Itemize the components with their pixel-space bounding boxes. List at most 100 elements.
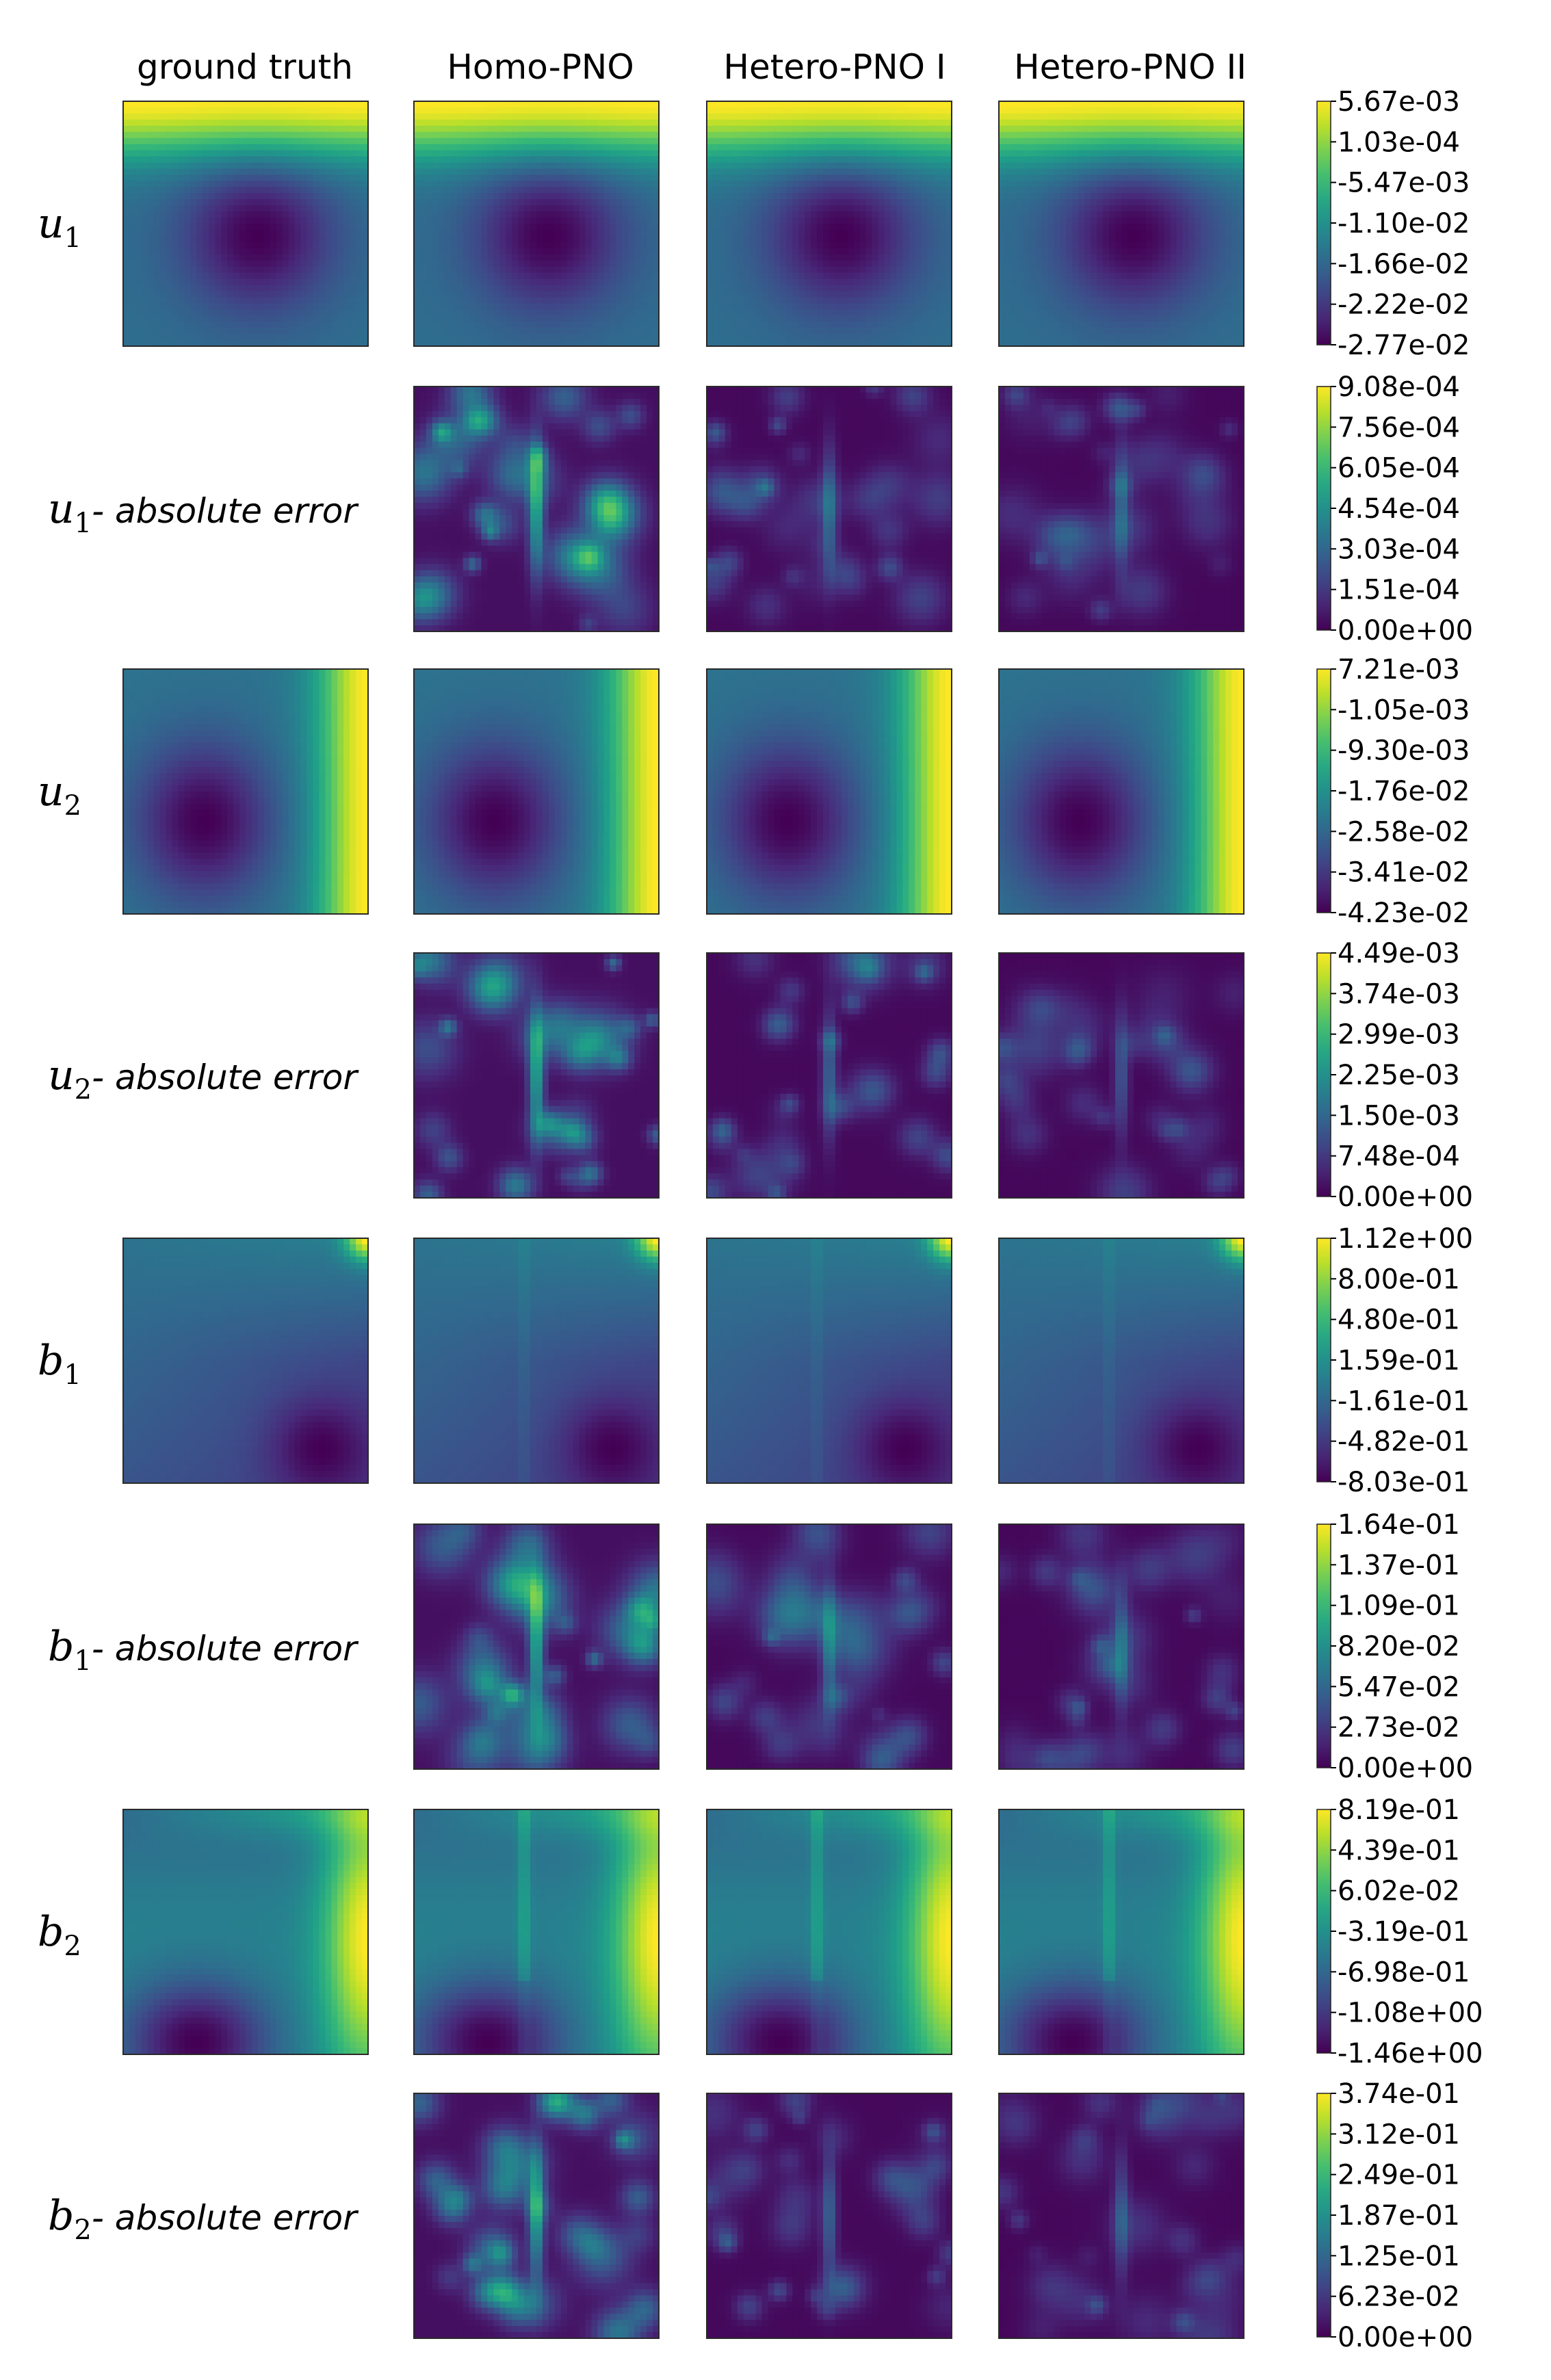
colorbar-tick: 8.20e-02 [1338,1631,1460,1662]
colorbar-tick: 1.25e-01 [1338,2240,1460,2272]
colorbar-tick: -2.58e-02 [1338,816,1470,848]
panel-u2-3 [999,669,1244,915]
colorbar-tick: 6.23e-02 [1338,2281,1460,2313]
colorbar-tick: 2.49e-01 [1338,2160,1460,2191]
colorbar-tick: 1.51e-04 [1338,575,1460,606]
panel-u1-2 [707,101,952,347]
panel-b1err-2 [707,1524,952,1770]
colorbar-tick: -1.61e-01 [1338,1385,1470,1417]
colorbar-tick: -9.30e-03 [1338,735,1470,767]
colorbar-tick: 7.48e-04 [1338,1141,1460,1173]
colorbar-tick: 7.56e-04 [1338,412,1460,443]
colorbar-tick: 9.08e-04 [1338,371,1460,403]
row-u1err: u1- absolute error 9.08e-04 7.56e-04 6.05e-… [48,371,1473,646]
row-label-b2err: b2- absolute error [48,2192,359,2246]
panel-u2-1 [414,669,660,915]
colorbar-tick: 6.05e-04 [1338,453,1460,484]
colorbar-tick: 2.73e-02 [1338,1712,1460,1744]
colorbar-tick: 5.47e-02 [1338,1671,1460,1703]
colorbar-u2err: 4.49e-033.74e-032.99e-032.25e-031.50e-03… [1317,938,1473,1213]
colorbar-tick: 4.80e-01 [1338,1305,1460,1336]
colorbar-tick: -2.77e-02 [1338,330,1470,361]
panel-b2err-3 [999,2093,1244,2339]
colorbar-tick: 4.49e-03 [1338,938,1460,969]
colorbar-tick: 0.00e+00 [1338,1181,1473,1213]
colorbar-tick: 2.25e-03 [1338,1060,1460,1091]
row-label-u1: u1 [38,200,81,254]
colorbar-tick: -8.03e-01 [1338,1467,1470,1498]
row-u2err: u2- absolute error4.49e-033.74e-032.99e-… [48,938,1473,1213]
row-b1err: b1- absolute error 1.64e-01 1.37e-01 1.09e-… [48,1509,1473,1784]
colorbar-u2: 7.21e-03-1.05e-03-9.30e-03-1.76e-02-2.58… [1317,654,1470,929]
colorbar-tick: 4.39e-01 [1338,1835,1460,1866]
colorbar-tick: 5.67e-03 [1338,86,1460,118]
panel-u2-0 [123,669,369,915]
row-b2: b28.19e-014.39e-016.02e-02-3.19e-01-6.98… [38,1794,1483,2069]
colorbar-tick: 1.64e-01 [1338,1509,1460,1541]
column-header-0: ground truth [137,47,353,87]
colorbar-tick: 8.00e-01 [1338,1264,1460,1295]
row-b1: b1 1.12e+00 8.00e-01 4.80e-01 1.59e-01 -1.61e… [38,1223,1473,1498]
colorbar-tick: -3.41e-02 [1338,857,1470,889]
row-label-b1: b1 [38,1337,81,1391]
colorbar-b2: 8.19e-014.39e-016.02e-02-3.19e-01-6.98e-… [1317,1794,1483,2069]
column-header-3: Hetero-PNO II [1014,47,1247,87]
panel-u1err-3 [999,387,1244,632]
colorbar-tick: -4.82e-01 [1338,1426,1470,1458]
colorbar-tick: 0.00e+00 [1338,2322,1473,2353]
colorbar-tick: 8.19e-01 [1338,1794,1460,1826]
colorbar-tick: -1.66e-02 [1338,248,1470,280]
colorbar-tick: -4.23e-02 [1338,898,1470,929]
panel-b2-3 [999,1809,1244,2055]
panel-u1err-2 [707,387,952,632]
colorbar-tick: -5.47e-03 [1338,168,1470,199]
panel-b1-2 [707,1238,952,1484]
panel-b1err-3 [999,1524,1244,1770]
colorbar-tick: 1.09e-01 [1338,1591,1460,1622]
colorbar-tick: 1.12e+00 [1338,1223,1473,1255]
colorbar-tick: -1.08e+00 [1338,1998,1483,2029]
row-b2err: b2- absolute error3.74e-013.12e-012.49e-… [48,2078,1473,2353]
colorbar-tick: -6.98e-01 [1338,1957,1470,1988]
panel-b2err-2 [707,2093,952,2339]
colorbar-tick: 3.12e-01 [1338,2119,1460,2150]
colorbar-tick: -1.46e+00 [1338,2038,1483,2069]
colorbar-tick: 7.21e-03 [1338,654,1460,685]
colorbar-tick: -1.10e-02 [1338,208,1470,239]
colorbar-tick: 4.54e-04 [1338,493,1460,525]
colorbar-tick: 1.87e-01 [1338,2200,1460,2232]
colorbar-tick: 3.03e-04 [1338,534,1460,565]
colorbar-tick: 1.50e-03 [1338,1100,1460,1132]
colorbar-tick: -1.05e-03 [1338,694,1470,726]
panel-b2-0 [123,1809,369,2055]
panel-b1err-1 [414,1524,660,1770]
column-header-1: Homo-PNO [447,47,634,87]
row-label-u2err: u2- absolute error [48,1051,359,1106]
colorbar-b2err: 3.74e-013.12e-012.49e-011.87e-011.25e-01… [1317,2078,1473,2353]
colorbar-tick: 6.02e-02 [1338,1876,1460,1907]
panel-u2-2 [707,669,952,915]
colorbar-tick: 0.00e+00 [1338,615,1473,646]
colorbar-b1: 1.12e+00 8.00e-01 4.80e-01 1.59e-01 -1.61e-0… [1317,1223,1473,1498]
colorbar-tick: 3.74e-03 [1338,978,1460,1010]
panel-u1-3 [999,101,1244,347]
colorbar-tick: 1.59e-01 [1338,1345,1460,1376]
colorbar-u1err: 9.08e-04 7.56e-04 6.05e-04 4.54e-04 3.03e-04… [1317,371,1473,646]
row-label-u1err: u1- absolute error [48,485,359,539]
panel-u2err-3 [999,953,1244,1199]
row-u1: u15.67e-031.03e-04-5.47e-03-1.10e-02-1.6… [38,86,1470,361]
panel-b2err-1 [414,2093,660,2339]
panel-b1-0 [123,1238,369,1484]
colorbar-tick: 1.37e-01 [1338,1549,1460,1581]
panel-u1-0 [123,101,369,347]
colorbar-tick: -2.22e-02 [1338,289,1470,321]
colorbar-tick: 0.00e+00 [1338,1753,1473,1784]
row-label-b1err: b1- absolute error [48,1623,359,1677]
panel-b2-2 [707,1809,952,2055]
panel-u2err-1 [414,953,660,1199]
colorbar-u1: 5.67e-031.03e-04-5.47e-03-1.10e-02-1.66e… [1317,86,1470,361]
panel-u1-1 [414,101,660,347]
figure-rows: u15.67e-031.03e-04-5.47e-03-1.10e-02-1.6… [38,86,1483,2353]
colorbar-b1err: 1.64e-01 1.37e-01 1.09e-01 8.20e-02 5.47e-02… [1317,1509,1473,1784]
